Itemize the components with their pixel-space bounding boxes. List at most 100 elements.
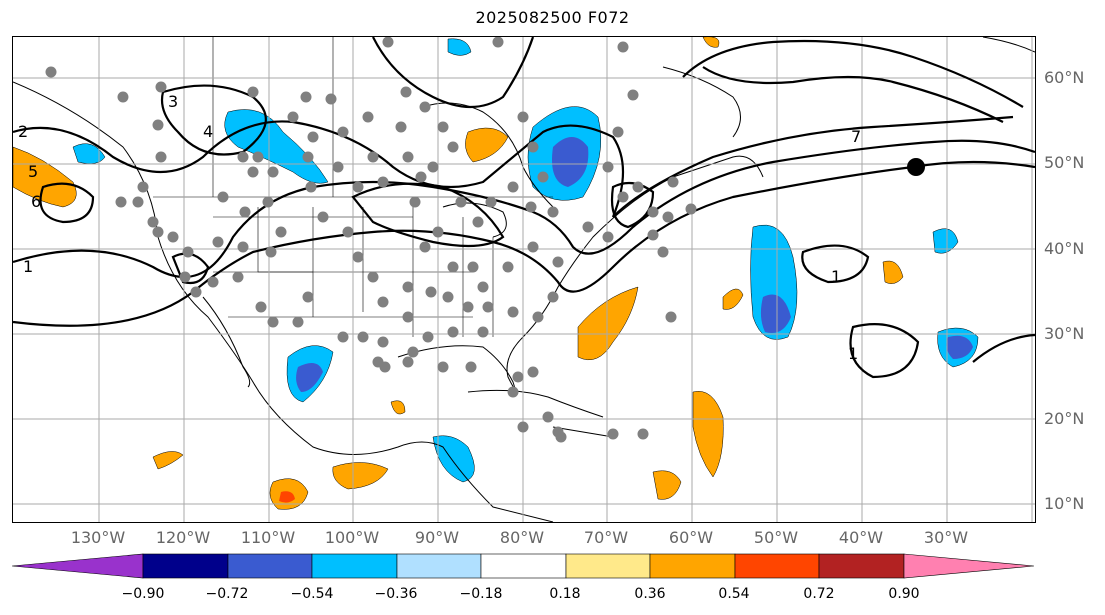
station-dot	[419, 101, 431, 113]
station-dot	[607, 428, 619, 440]
station-dot	[442, 291, 454, 303]
station-dot	[602, 161, 614, 173]
station-dot	[632, 181, 644, 193]
positive-area	[882, 260, 904, 284]
station-dot	[477, 281, 489, 293]
coastline	[202, 296, 251, 388]
station-dot	[657, 246, 669, 258]
station-dot	[337, 331, 349, 343]
station-dot	[179, 271, 191, 283]
station-dot	[262, 196, 274, 208]
station-dot	[437, 121, 449, 133]
station-dot	[267, 166, 279, 178]
contour-label: 5	[28, 162, 38, 181]
colorbar-tick: 0.72	[803, 586, 835, 602]
colorbar-tick: −0.36	[374, 586, 418, 602]
station-dot	[400, 86, 412, 98]
lon-label-90w: 90°W	[414, 528, 460, 547]
station-dot	[455, 196, 467, 208]
coastline	[467, 389, 604, 418]
station-dot	[217, 191, 229, 203]
station-dot	[402, 281, 414, 293]
station-dot	[190, 286, 202, 298]
colorbar-segment	[903, 553, 1034, 579]
station-dot	[352, 181, 364, 193]
station-dot	[317, 211, 329, 223]
station-dot	[167, 231, 179, 243]
contour-label: 1	[23, 257, 33, 276]
station-dot	[525, 201, 537, 213]
contour-label: 1	[831, 267, 841, 286]
colorbar-tick: −0.18	[459, 586, 503, 602]
station-dot	[507, 386, 519, 398]
station-dot	[152, 226, 164, 238]
station-dot	[302, 151, 314, 163]
colorbar-segment	[142, 553, 229, 579]
positive-core	[279, 491, 295, 503]
lat-label-10n: 10°N	[1044, 494, 1085, 513]
station-dot	[447, 261, 459, 273]
negative-core	[552, 137, 589, 187]
station-dot	[527, 141, 539, 153]
station-dot	[287, 111, 299, 123]
graticule	[13, 37, 1035, 522]
positive-area	[332, 462, 389, 490]
coastlines	[13, 37, 1035, 522]
colorbar-segment	[227, 553, 313, 579]
lat-label-30n: 30°N	[1044, 324, 1085, 343]
station-dot	[352, 251, 364, 263]
map-canvas: 1 2 3 4 5 6 7 1 1	[13, 37, 1035, 522]
station-dot	[447, 326, 459, 338]
negative-core	[946, 335, 973, 359]
colorbar-segment	[734, 553, 820, 579]
station-dot	[637, 428, 649, 440]
station-dot	[367, 271, 379, 283]
station-dot	[402, 311, 414, 323]
station-dot	[362, 111, 374, 123]
station-dot	[542, 411, 554, 423]
station-dot	[247, 166, 259, 178]
station-dot	[665, 311, 677, 323]
colorbar-tick: 0.54	[718, 586, 750, 602]
station-dot	[507, 181, 519, 193]
map-panel: 1 2 3 4 5 6 7 1 1	[12, 36, 1036, 523]
positive-area	[390, 400, 406, 415]
station-dot	[467, 261, 479, 273]
coastline	[397, 155, 764, 389]
station-dot	[155, 81, 167, 93]
station-dot	[482, 301, 494, 313]
colorbar-tick: 0.36	[634, 586, 666, 602]
negative-area	[447, 38, 472, 56]
station-dot	[422, 331, 434, 343]
lon-label-110w: 110°W	[240, 528, 296, 547]
station-dot	[437, 361, 449, 373]
station-dot	[402, 151, 414, 163]
station-dot	[477, 326, 489, 338]
contour-labels: 1 2 3 4 5 6 7 1 1	[18, 92, 861, 363]
station-dot	[555, 431, 567, 443]
station-dot	[627, 89, 639, 101]
station-dot	[337, 126, 349, 138]
colorbar-segment	[311, 553, 398, 579]
negative-core	[760, 294, 791, 333]
station-dot	[265, 246, 277, 258]
station-dot	[307, 131, 319, 143]
coastline	[662, 66, 741, 138]
station-dot	[207, 276, 219, 288]
station-dot	[357, 331, 369, 343]
station-dot	[472, 216, 484, 228]
station-dot	[300, 91, 312, 103]
contour-label: 3	[168, 92, 178, 111]
positive-area	[722, 288, 744, 310]
station-dot	[182, 246, 194, 258]
negative-area	[72, 143, 106, 164]
colorbar-tick: −0.72	[205, 586, 249, 602]
station-dot	[45, 66, 57, 78]
station-dot	[552, 256, 564, 268]
lat-label-50n: 50°N	[1044, 153, 1085, 172]
station-dot	[425, 286, 437, 298]
positive-area	[702, 37, 720, 48]
positive-area	[652, 470, 682, 500]
station-dot	[617, 41, 629, 53]
positive-area	[577, 286, 639, 361]
